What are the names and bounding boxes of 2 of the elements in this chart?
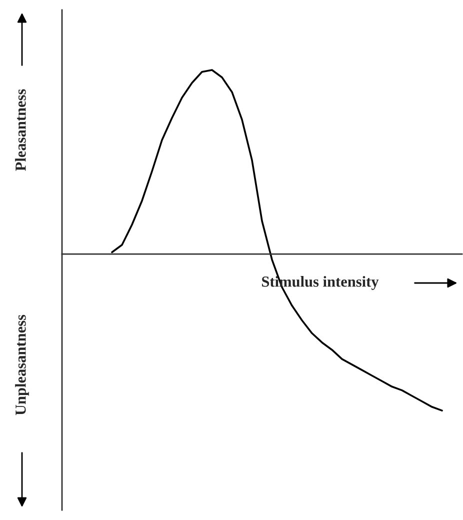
- text: Unpleasantness: [15, 314, 29, 416]
- y-axis-title: Pleasantness: [15, 89, 26, 171]
